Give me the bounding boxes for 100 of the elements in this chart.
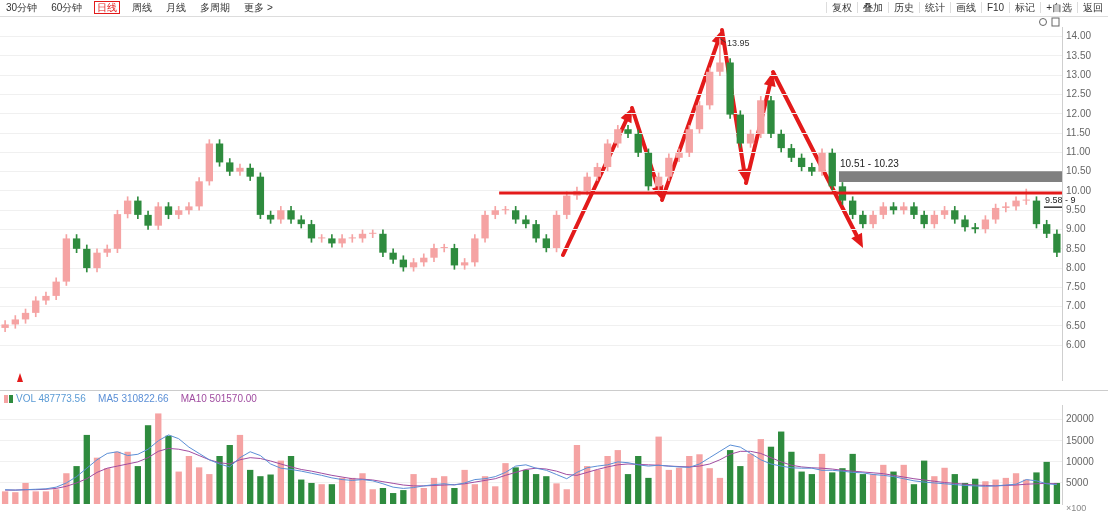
bar bbox=[379, 487, 387, 504]
bar bbox=[1043, 461, 1050, 504]
text: 标记 bbox=[1009, 2, 1041, 13]
bar bbox=[859, 474, 867, 504]
bar bbox=[369, 489, 376, 504]
bar bbox=[185, 455, 193, 504]
y-tick-label: 8.50 bbox=[1066, 242, 1086, 254]
bar bbox=[778, 431, 785, 504]
candlestick bbox=[348, 234, 356, 243]
bar bbox=[195, 467, 203, 504]
bar bbox=[206, 474, 213, 504]
bar bbox=[420, 487, 427, 504]
bar bbox=[318, 484, 325, 504]
bar bbox=[42, 491, 50, 504]
bar bbox=[594, 469, 601, 504]
text: 返回 bbox=[1077, 2, 1108, 13]
bar bbox=[73, 466, 80, 504]
bar bbox=[655, 436, 662, 504]
bar bbox=[737, 466, 744, 504]
bar bbox=[563, 489, 570, 504]
bar bbox=[287, 455, 295, 504]
y-tick-label: 12.50 bbox=[1066, 88, 1092, 100]
bar bbox=[512, 467, 519, 504]
y-tick-label: 12.00 bbox=[1066, 107, 1092, 119]
y-tick-label: 9.50 bbox=[1066, 204, 1086, 215]
bar bbox=[492, 486, 499, 504]
bar bbox=[532, 474, 540, 504]
bar bbox=[63, 473, 70, 504]
bar bbox=[726, 450, 734, 504]
y-tick-label: 6.00 bbox=[1066, 339, 1086, 351]
bar bbox=[104, 468, 111, 504]
bar bbox=[124, 451, 131, 504]
text: 周线 bbox=[131, 2, 154, 13]
text: 月线 bbox=[165, 2, 188, 13]
bar bbox=[226, 445, 233, 504]
bar bbox=[308, 482, 315, 504]
bar bbox=[1, 491, 9, 504]
bar bbox=[645, 477, 652, 504]
bar bbox=[665, 469, 673, 504]
bar bbox=[12, 492, 19, 504]
bar bbox=[696, 454, 703, 504]
text: 叠加 bbox=[856, 2, 888, 13]
bar bbox=[829, 472, 836, 504]
legend-label: VOL 487773.56 bbox=[16, 392, 87, 404]
y-tick-label: 10.50 bbox=[1066, 165, 1092, 177]
text: 更多 > bbox=[243, 2, 274, 13]
bar bbox=[716, 477, 724, 504]
y-tick-label: 11.50 bbox=[1066, 126, 1091, 138]
bar bbox=[798, 471, 805, 504]
bar bbox=[553, 483, 560, 504]
bar bbox=[849, 453, 856, 504]
candlestick bbox=[1002, 202, 1010, 213]
candlestick bbox=[971, 223, 979, 234]
y-tick-label: 6.50 bbox=[1066, 319, 1086, 331]
y-tick-label: 13.50 bbox=[1066, 49, 1092, 61]
bar bbox=[910, 484, 918, 504]
text: 日线 bbox=[94, 1, 121, 14]
bar bbox=[543, 476, 550, 504]
bar bbox=[1033, 472, 1040, 504]
bar bbox=[635, 455, 642, 504]
bar bbox=[502, 463, 509, 504]
text: 历史 bbox=[887, 2, 919, 13]
y-tick-label: 15000 bbox=[1066, 434, 1095, 446]
band-label: 10.51 - 10.23 bbox=[839, 158, 900, 170]
bar bbox=[604, 455, 611, 504]
bar bbox=[757, 439, 764, 504]
bar bbox=[410, 474, 417, 504]
bar bbox=[134, 466, 142, 504]
y-tick-label: 13.00 bbox=[1066, 68, 1092, 80]
bar bbox=[144, 425, 152, 504]
bar bbox=[257, 476, 264, 504]
bar bbox=[941, 467, 948, 504]
bar bbox=[267, 474, 274, 504]
text: +自选 bbox=[1040, 2, 1077, 13]
bar bbox=[808, 474, 815, 504]
bar bbox=[982, 481, 989, 504]
bar bbox=[461, 469, 468, 504]
y-tick-label: 7.50 bbox=[1066, 281, 1086, 293]
bar bbox=[869, 474, 877, 504]
bar bbox=[573, 445, 581, 504]
bar bbox=[992, 479, 999, 504]
bar bbox=[818, 453, 826, 504]
bar bbox=[328, 484, 336, 504]
bar bbox=[471, 484, 478, 504]
bar bbox=[624, 474, 632, 504]
bar bbox=[400, 490, 407, 504]
annotation: 13.95 bbox=[726, 38, 750, 49]
bar bbox=[451, 487, 458, 504]
text: 复权 bbox=[825, 2, 857, 13]
bar bbox=[839, 468, 846, 504]
bar bbox=[747, 453, 754, 504]
bar bbox=[706, 468, 713, 504]
text: 30分钟 bbox=[5, 2, 39, 13]
y-tick-label: 7.00 bbox=[1066, 300, 1086, 312]
text: F10 bbox=[980, 2, 1010, 13]
y-tick-label: 5000 bbox=[1066, 476, 1089, 488]
bar bbox=[1053, 482, 1061, 504]
bar bbox=[767, 446, 775, 504]
text: 多周期 bbox=[199, 2, 232, 13]
text: 画线 bbox=[949, 2, 981, 13]
